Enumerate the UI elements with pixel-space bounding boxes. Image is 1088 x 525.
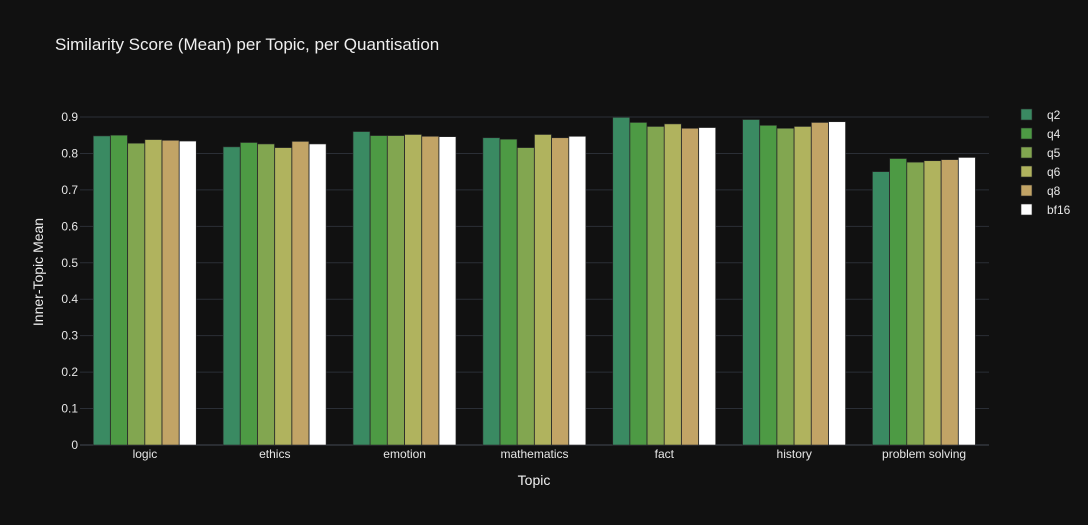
y-tick-label: 0.3 bbox=[61, 329, 78, 343]
y-tick-label: 0.6 bbox=[61, 219, 78, 233]
bar-q8-problem-solving[interactable] bbox=[940, 159, 959, 446]
bars bbox=[93, 117, 976, 446]
bar-bf16-fact[interactable] bbox=[698, 127, 716, 446]
y-tick-label: 0.8 bbox=[61, 146, 78, 160]
x-tick-label: ethics bbox=[259, 447, 290, 461]
bar-q6-mathematics[interactable] bbox=[534, 134, 552, 446]
y-tick-label: 0.1 bbox=[61, 402, 78, 416]
bar-bf16-logic[interactable] bbox=[179, 140, 197, 446]
bar-q6-history[interactable] bbox=[793, 126, 812, 446]
bar-q5-ethics[interactable] bbox=[257, 143, 275, 446]
legend: q2 q4 q5 q6 q8 bf16 bbox=[1020, 108, 1071, 217]
legend-swatch-bf16[interactable] bbox=[1020, 203, 1033, 216]
bar-q8-history[interactable] bbox=[811, 122, 829, 446]
legend-label-q5[interactable]: q5 bbox=[1047, 146, 1061, 160]
bar-q2-problem-solving[interactable] bbox=[872, 171, 890, 446]
chart-title: Similarity Score (Mean) per Topic, per Q… bbox=[55, 35, 439, 54]
y-tick-label: 0.4 bbox=[61, 292, 78, 306]
legend-label-q8[interactable]: q8 bbox=[1047, 184, 1061, 198]
bar-q8-mathematics[interactable] bbox=[551, 137, 569, 446]
y-tick-label: 0.5 bbox=[61, 256, 78, 270]
legend-label-q6[interactable]: q6 bbox=[1047, 165, 1061, 179]
y-tick-label: 0.2 bbox=[61, 365, 78, 379]
bar-q8-ethics[interactable] bbox=[291, 141, 310, 446]
bar-q2-fact[interactable] bbox=[612, 117, 630, 446]
bar-bf16-mathematics[interactable] bbox=[568, 136, 587, 446]
bar-q6-problem-solving[interactable] bbox=[923, 160, 942, 446]
bar-q8-fact[interactable] bbox=[681, 127, 699, 446]
x-axis-title: Topic bbox=[518, 472, 551, 488]
bar-q4-ethics[interactable] bbox=[240, 142, 258, 446]
bar-q4-history[interactable] bbox=[759, 125, 778, 446]
x-tick-label: logic bbox=[133, 447, 158, 461]
bar-q5-logic[interactable] bbox=[127, 142, 145, 446]
y-tick-label: 0 bbox=[71, 438, 78, 452]
bar-q4-mathematics[interactable] bbox=[499, 138, 518, 446]
y-axis-title: Inner-Topic Mean bbox=[30, 218, 46, 326]
bar-bf16-emotion[interactable] bbox=[438, 136, 457, 446]
y-tick-label: 0.9 bbox=[61, 110, 78, 124]
bar-q4-problem-solving[interactable] bbox=[889, 158, 907, 446]
legend-label-q4[interactable]: q4 bbox=[1047, 127, 1061, 141]
bar-q2-ethics[interactable] bbox=[222, 146, 241, 446]
x-tick-label: history bbox=[777, 447, 812, 461]
bar-q5-history[interactable] bbox=[776, 127, 795, 446]
bar-q2-mathematics[interactable] bbox=[482, 137, 501, 446]
x-tick-label: emotion bbox=[383, 447, 426, 461]
bar-q5-emotion[interactable] bbox=[387, 135, 405, 446]
bar-q6-fact[interactable] bbox=[664, 123, 682, 446]
legend-swatch-q5[interactable] bbox=[1020, 146, 1033, 159]
legend-label-q2[interactable]: q2 bbox=[1047, 108, 1061, 122]
bar-q8-logic[interactable] bbox=[161, 140, 180, 446]
bar-q8-emotion[interactable] bbox=[421, 136, 440, 446]
x-tick-label: mathematics bbox=[500, 447, 568, 461]
bar-q5-mathematics[interactable] bbox=[516, 147, 535, 446]
legend-swatch-q4[interactable] bbox=[1020, 127, 1033, 140]
bar-bf16-ethics[interactable] bbox=[308, 143, 327, 446]
x-tick-label: problem solving bbox=[882, 447, 966, 461]
bar-q5-problem-solving[interactable] bbox=[906, 161, 925, 446]
legend-swatch-q6[interactable] bbox=[1020, 165, 1033, 178]
legend-label-bf16[interactable]: bf16 bbox=[1047, 203, 1071, 217]
bar-q4-logic[interactable] bbox=[110, 134, 128, 446]
bar-q6-logic[interactable] bbox=[144, 139, 163, 446]
bar-q6-emotion[interactable] bbox=[404, 134, 422, 446]
legend-swatch-q8[interactable] bbox=[1020, 184, 1033, 197]
x-tick-label: fact bbox=[655, 447, 675, 461]
bar-q2-history[interactable] bbox=[742, 119, 760, 446]
bar-q6-ethics[interactable] bbox=[274, 147, 292, 446]
bar-q2-logic[interactable] bbox=[93, 135, 111, 446]
x-axis-ticks: logic ethics emotion mathematics fact history… bbox=[133, 447, 967, 461]
y-axis-ticks: 0 0.1 0.2 0.3 0.4 0.5 0.6 0.7 0.8 0.9 bbox=[61, 110, 78, 452]
y-tick-label: 0.7 bbox=[61, 183, 78, 197]
legend-swatch-q2[interactable] bbox=[1020, 108, 1033, 121]
bar-q5-fact[interactable] bbox=[646, 126, 665, 446]
bar-bf16-problem-solving[interactable] bbox=[958, 157, 976, 446]
bar-bf16-history[interactable] bbox=[828, 121, 846, 446]
bar-q4-fact[interactable] bbox=[629, 122, 648, 446]
bar-q2-emotion[interactable] bbox=[352, 131, 371, 446]
bar-q4-emotion[interactable] bbox=[369, 135, 388, 446]
